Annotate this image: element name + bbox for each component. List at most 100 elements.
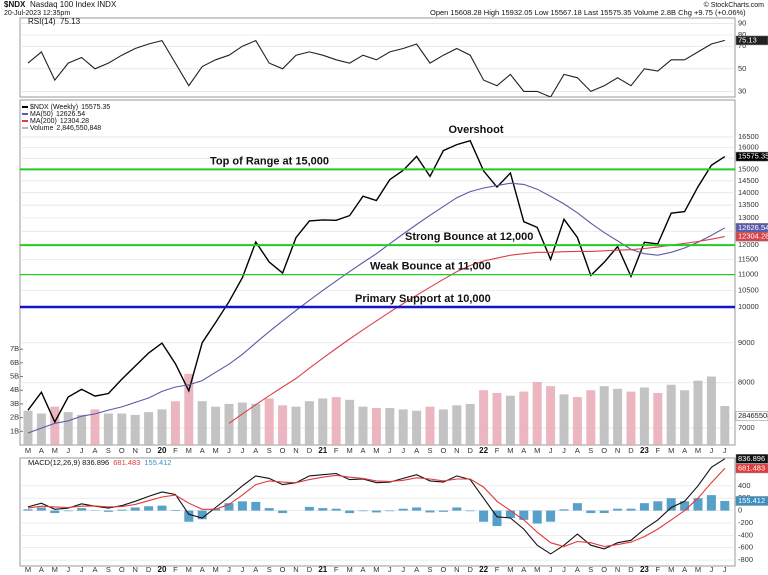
plot-area — [20, 458, 735, 561]
x-tick-label: A — [521, 446, 526, 455]
y-tick-label: 15000 — [738, 164, 759, 173]
histogram-bar — [706, 495, 716, 511]
y-tick-label: -600 — [738, 543, 753, 552]
x-tick-label: A — [253, 565, 258, 574]
x-tick-label: M — [507, 446, 513, 455]
histogram-bar — [599, 510, 609, 514]
histogram-bar — [130, 507, 140, 511]
x-tick-label: M — [186, 446, 192, 455]
volume-bar — [130, 414, 140, 445]
volume-bar — [170, 401, 180, 445]
y-tick-label: 70 — [738, 41, 746, 50]
x-tick-label: M — [25, 446, 31, 455]
y-tick-label: -800 — [738, 555, 753, 564]
x-tick-label: J — [227, 446, 231, 455]
volume-bar — [278, 405, 288, 445]
volume-bar — [50, 406, 60, 445]
x-tick-label: S — [267, 565, 272, 574]
volume-bar — [653, 392, 663, 445]
value-tag-box — [735, 151, 768, 162]
histogram-bar — [197, 510, 207, 520]
value-tag: 75.13 — [738, 35, 757, 44]
x-tick-label: A — [414, 446, 419, 455]
x-tick-label: M — [507, 565, 513, 574]
y2-tick-label: 7B — [10, 344, 19, 353]
volume-bar — [425, 406, 435, 445]
value-tag: 681.483 — [738, 463, 765, 472]
series-line — [27, 458, 726, 555]
x-tick-label: 21 — [318, 446, 327, 455]
x-tick-label: M — [668, 565, 674, 574]
value-tag: 12304.28 — [738, 232, 768, 241]
volume-bar — [666, 384, 676, 445]
x-tick-label: J — [388, 446, 392, 455]
value-tag-box — [735, 496, 768, 506]
x-tick-label: O — [601, 446, 607, 455]
annotation: Overshoot — [448, 124, 503, 136]
histogram-bar — [666, 498, 676, 511]
macd-legend: MACD(12,26,9) — [28, 458, 81, 467]
x-tick-label: F — [656, 565, 661, 574]
volume-bar — [291, 406, 301, 445]
volume-bar — [36, 413, 46, 445]
x-tick-label: M — [534, 446, 540, 455]
plot-area — [20, 23, 735, 97]
x-tick-label: F — [173, 565, 178, 574]
macd-panel — [19, 457, 736, 567]
histogram-bar — [36, 507, 46, 511]
x-tick-label: J — [710, 565, 714, 574]
x-tick-label: D — [307, 446, 313, 455]
histogram-bar — [331, 508, 341, 511]
volume-bar — [90, 409, 100, 445]
x-tick-label: F — [334, 565, 339, 574]
x-tick-label: J — [66, 446, 70, 455]
x-tick-label: D — [467, 565, 473, 574]
x-tick-label: J — [723, 565, 727, 574]
x-tick-label: A — [39, 446, 44, 455]
x-tick-label: M — [25, 565, 31, 574]
x-tick-label: N — [454, 446, 459, 455]
x-tick-label: O — [280, 565, 286, 574]
histogram-bar — [170, 509, 180, 511]
y-tick-label: 400 — [738, 481, 751, 490]
volume-bar — [559, 394, 569, 445]
x-tick-label: D — [628, 565, 634, 574]
x-tick-label: A — [682, 565, 687, 574]
x-tick-label: D — [146, 565, 152, 574]
histogram-bar — [371, 510, 381, 513]
value-tag-box — [735, 35, 768, 46]
y-tick-label: 90 — [738, 19, 746, 28]
x-tick-label: N — [293, 565, 298, 574]
histogram-bar — [720, 500, 730, 511]
volume-bar — [144, 412, 154, 445]
x-tick-label: 21 — [318, 565, 327, 574]
histogram-bar — [639, 503, 649, 511]
x-tick-label: A — [575, 565, 580, 574]
x-tick-label: M — [695, 565, 701, 574]
legend-name: Volume — [30, 125, 53, 132]
x-tick-label: F — [334, 446, 339, 455]
x-tick-label: O — [440, 565, 446, 574]
volume-bar — [23, 410, 33, 445]
x-tick-label: J — [241, 446, 245, 455]
x-tick-label: S — [106, 565, 111, 574]
x-tick-label: A — [360, 565, 365, 574]
histogram-bar — [237, 501, 247, 511]
x-tick-label: N — [132, 565, 137, 574]
volume-bar — [639, 387, 649, 445]
value-tag: 15575.35 — [738, 152, 768, 161]
x-tick-label: A — [575, 446, 580, 455]
histogram-bar — [77, 508, 87, 511]
histogram-bar — [117, 509, 127, 511]
symbol: $NDX — [4, 0, 26, 9]
y-tick-label: 13500 — [738, 200, 759, 209]
histogram-bar — [251, 501, 261, 511]
series-line — [228, 236, 725, 424]
histogram-bar — [546, 510, 556, 522]
macd-legend-value: 681.483 — [113, 458, 140, 467]
x-tick-label: J — [80, 565, 84, 574]
macd-legend-value: 155.412 — [144, 458, 171, 467]
x-tick-label: 20 — [158, 565, 167, 574]
histogram-bar — [318, 508, 328, 511]
volume-bar — [211, 406, 221, 445]
